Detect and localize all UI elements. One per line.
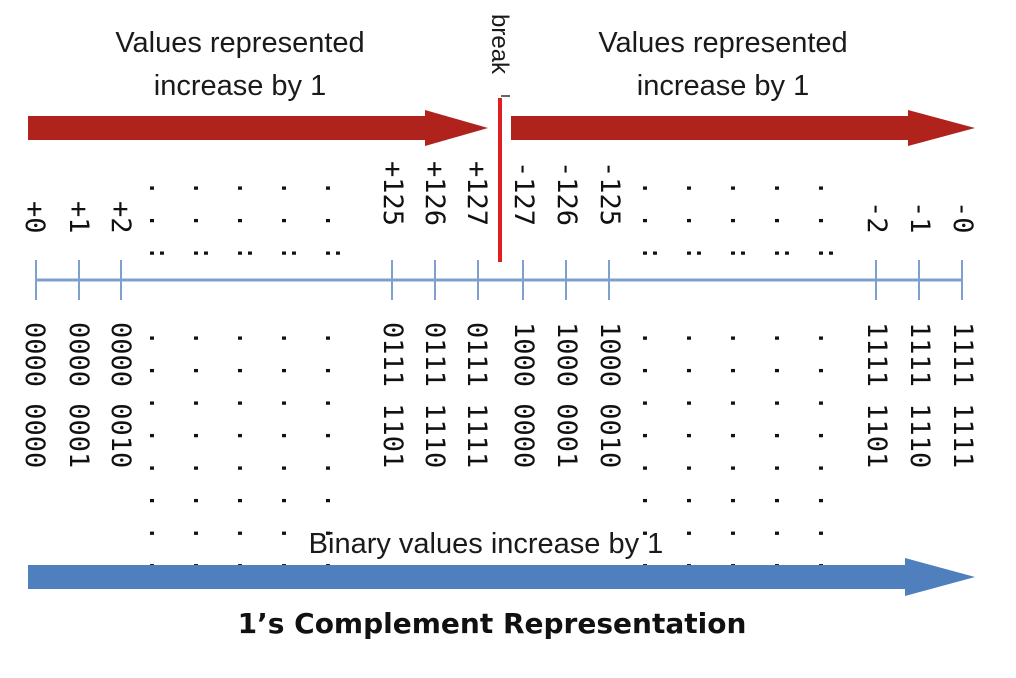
- right-caption-line1: Values represented: [598, 27, 847, 59]
- binary-ellipsis-col: . . . . . . . .: [275, 330, 306, 574]
- value-label: +0: [19, 201, 50, 234]
- value-label: +2: [105, 201, 136, 234]
- value-label: -1: [904, 201, 935, 234]
- binary-label: 0111 1110: [419, 322, 450, 468]
- right-caption-line2: increase by 1: [637, 70, 810, 102]
- value-ellipsis-col: . . :: [636, 180, 667, 261]
- left-caption-line1: Values represented: [115, 27, 364, 59]
- left-red-arrow: [28, 110, 488, 146]
- binary-ellipsis-col: . . . . . . . .: [143, 330, 174, 574]
- value-ellipsis-col: . . :: [231, 180, 262, 261]
- binary-label: 0000 0001: [63, 322, 94, 468]
- binary-label: 1000 0001: [551, 322, 582, 468]
- value-ellipsis-col: . . :: [319, 180, 350, 261]
- value-ellipsis: . . : . . : . . : . . : . . : . . : . . …: [143, 180, 843, 261]
- value-ellipsis-col: . . :: [812, 180, 843, 261]
- binary-label: 1000 0010: [594, 322, 625, 468]
- diagram-title: 1’s Complement Representation: [238, 607, 747, 640]
- value-label: -125: [594, 161, 625, 226]
- value-label: -126: [551, 161, 582, 226]
- right-red-arrow: [511, 110, 975, 146]
- value-ellipsis-col: . . :: [724, 180, 755, 261]
- value-ellipsis-col: . . :: [680, 180, 711, 261]
- bottom-caption: Binary values increase by 1: [309, 528, 664, 560]
- blue-arrow: [28, 558, 975, 596]
- left-caption-line2: increase by 1: [154, 70, 327, 102]
- value-label: +127: [461, 161, 492, 226]
- break-label: break: [486, 14, 513, 75]
- value-label: +126: [419, 161, 450, 226]
- value-label: +125: [377, 161, 408, 226]
- value-ellipsis-col: . . :: [275, 180, 306, 261]
- binary-label: 0000 0010: [105, 322, 136, 468]
- binary-label: 0111 1111: [461, 322, 492, 468]
- binary-label: 1111 1110: [904, 322, 935, 468]
- binary-ellipsis-col: . . . . . . . .: [319, 330, 350, 574]
- value-ellipsis-col: . . :: [187, 180, 218, 261]
- binary-ellipsis-col: . . . . . . . .: [680, 330, 711, 574]
- binary-ellipsis-col: . . . . . . . .: [636, 330, 667, 574]
- binary-labels: 0000 0000 0000 0001 0000 0010 0111 1101 …: [19, 322, 978, 468]
- value-ellipsis-col: . . :: [143, 180, 174, 261]
- value-label: -127: [508, 161, 539, 226]
- binary-label: 0111 1101: [377, 322, 408, 468]
- binary-label: 0000 0000: [19, 322, 50, 468]
- binary-label: 1111 1101: [861, 322, 892, 468]
- value-label: -0: [947, 201, 978, 234]
- binary-label: 1111 1111: [947, 322, 978, 468]
- value-labels: +0 +1 +2 +125 +126 +127 -127 -126 -125 -…: [19, 161, 978, 234]
- binary-ellipsis: . . . . . . . . . . . . . . . . . . . . …: [143, 330, 843, 574]
- value-label: +1: [63, 201, 94, 234]
- binary-ellipsis-col: . . . . . . . .: [724, 330, 755, 574]
- value-label: -2: [861, 201, 892, 234]
- binary-ellipsis-col: . . . . . . . .: [768, 330, 799, 574]
- binary-ellipsis-col: . . . . . . . .: [812, 330, 843, 574]
- value-ellipsis-col: . . :: [768, 180, 799, 261]
- binary-ellipsis-col: . . . . . . . .: [187, 330, 218, 574]
- axis-ticks: [35, 260, 963, 300]
- binary-ellipsis-col: . . . . . . . .: [231, 330, 262, 574]
- binary-label: 1000 0000: [508, 322, 539, 468]
